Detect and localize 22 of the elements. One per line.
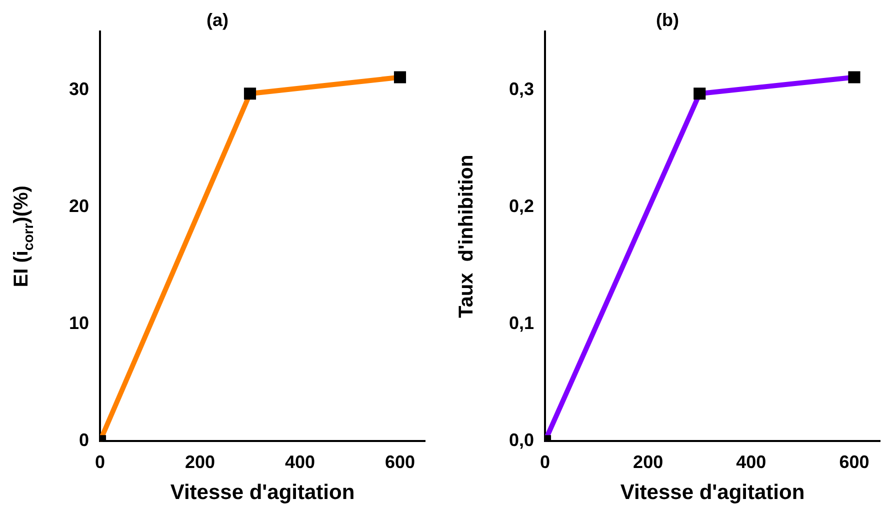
x-tick-label: 0 bbox=[94, 452, 106, 472]
y-tick-label: 30 bbox=[68, 79, 89, 100]
x-axis-title: Vitesse d'agitation bbox=[170, 481, 355, 504]
x-tick-label: 200 bbox=[184, 452, 216, 472]
x-tick-label: 200 bbox=[633, 452, 664, 472]
x-axis-title: Vitesse d'agitation bbox=[620, 481, 805, 504]
x-tick-label: 400 bbox=[284, 452, 316, 472]
y-tick-label: 10 bbox=[68, 313, 89, 334]
chart-title: (a) bbox=[206, 10, 229, 30]
y-tick-label: 0,3 bbox=[508, 79, 534, 100]
x-tick-label: 600 bbox=[839, 452, 870, 472]
y-tick-label: 0 bbox=[78, 430, 89, 450]
y-tick-label: 0,1 bbox=[508, 313, 534, 334]
y-tick-label: 20 bbox=[68, 196, 89, 216]
x-tick-label: 0 bbox=[540, 452, 550, 472]
y-axis-title: Taux d'inhibition bbox=[456, 154, 478, 318]
y-tick-label: 0,0 bbox=[508, 430, 534, 450]
y-axis-title: EI (icorr)(%) bbox=[10, 186, 36, 288]
y-tick-label: 0,2 bbox=[508, 196, 534, 216]
x-tick-label: 400 bbox=[736, 452, 766, 472]
x-tick-label: 600 bbox=[384, 452, 416, 472]
chart-title: (b) bbox=[656, 10, 679, 30]
